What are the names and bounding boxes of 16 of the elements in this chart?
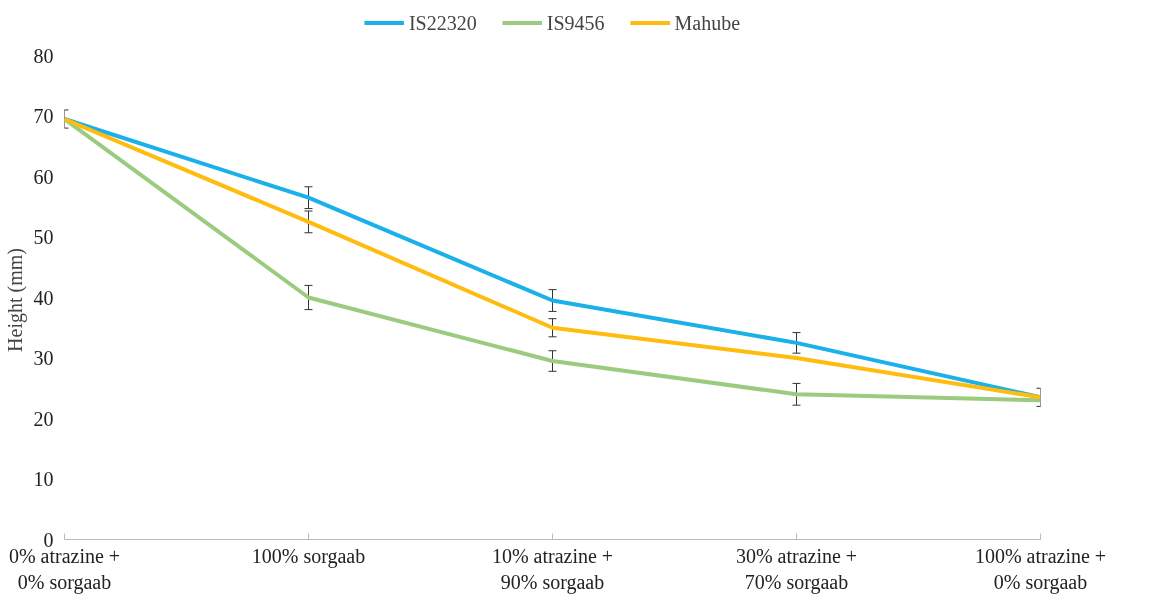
x-tick-label: 10% atrazine + 90% sorgaab	[491, 544, 614, 594]
x-tick-label: 100% atrazine + 0% sorgaab	[974, 544, 1107, 594]
y-tick-label: 10	[33, 468, 54, 490]
y-tick-label: 60	[33, 165, 54, 188]
y-tick-label: 20	[33, 407, 54, 430]
y-tick-label: 30	[33, 347, 54, 369]
legend-label: IS22320	[408, 11, 477, 34]
x-tick-label: 30% atrazine + 70% sorgaab	[735, 544, 858, 594]
y-axis-title: Height (mm)	[3, 248, 27, 352]
y-tick-label: 80	[33, 44, 54, 67]
legend-label: IS9456	[546, 11, 605, 34]
x-tick-label: 100% sorgaab	[251, 544, 366, 568]
y-tick-label: 50	[33, 226, 54, 248]
y-tick-label: 70	[33, 105, 54, 127]
legend-label: Mahube	[674, 11, 741, 34]
y-tick-label: 40	[33, 286, 54, 309]
